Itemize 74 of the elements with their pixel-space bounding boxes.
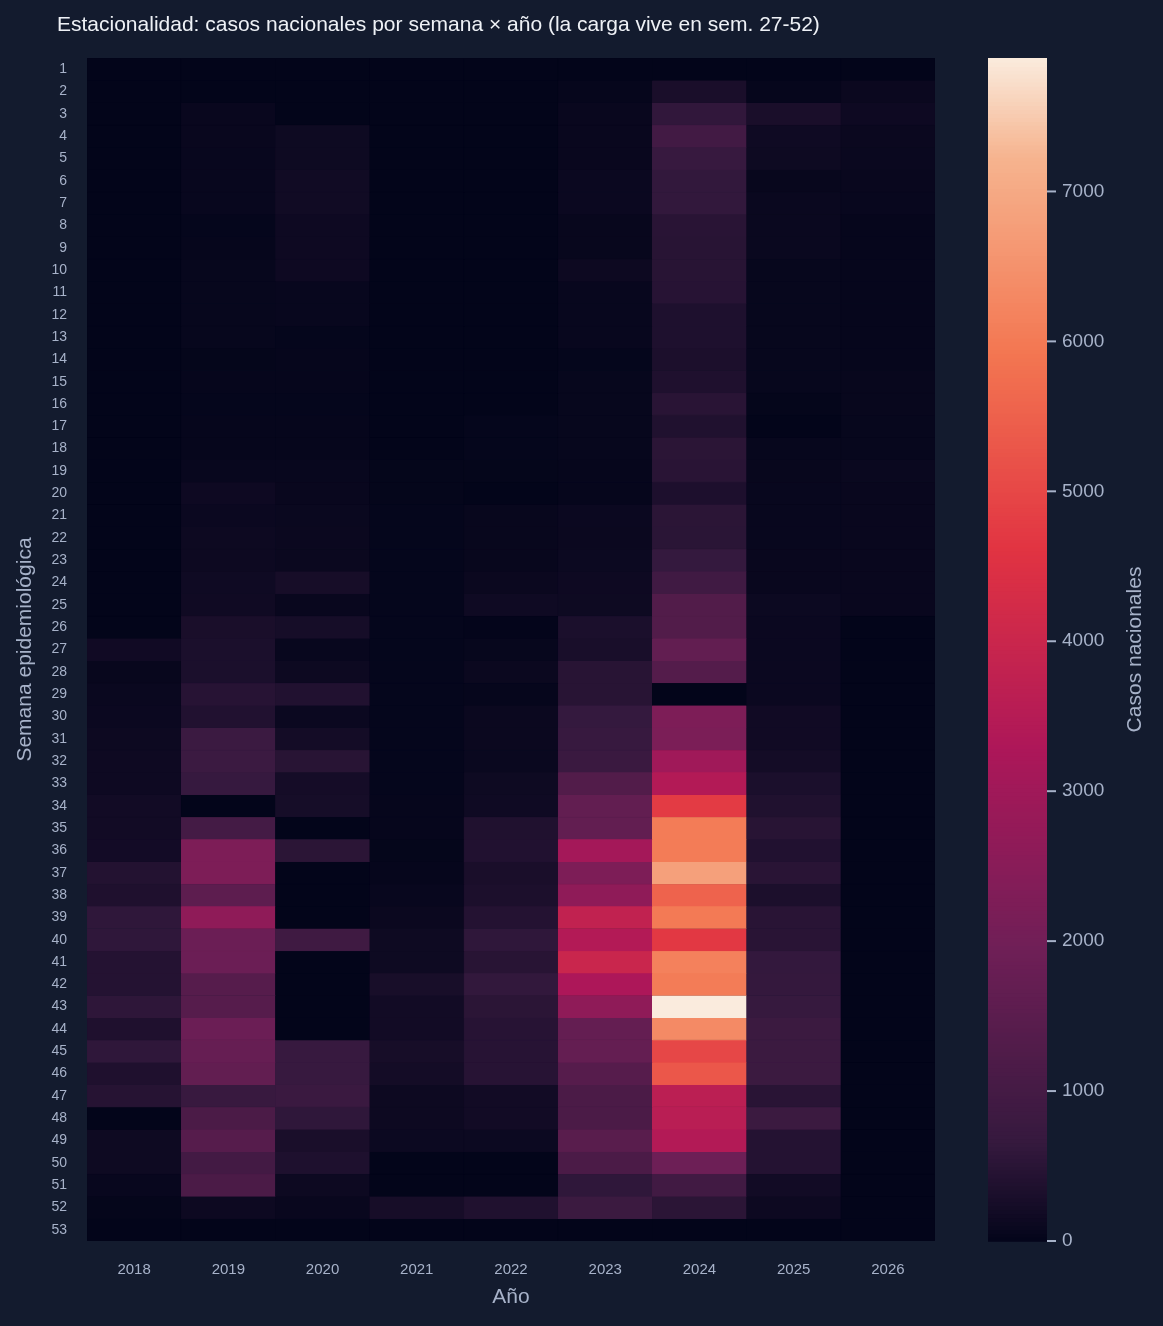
y-tick-label: 53 (51, 1220, 68, 1237)
color-bar-label: 4000 (1062, 629, 1105, 651)
color-bar-label: 1000 (1062, 1079, 1105, 1101)
y-tick-label: 10 (51, 260, 68, 277)
y-tick-label: 47 (51, 1086, 68, 1103)
y-tick-label: 26 (51, 618, 68, 635)
y-tick-label: 28 (51, 662, 68, 679)
y-tick-label: 38 (51, 885, 68, 902)
y-tick-label: 21 (51, 506, 68, 523)
y-tick-label: 23 (51, 551, 68, 568)
y-tick-label: 18 (51, 439, 68, 456)
y-tick-label: 6 (59, 171, 68, 188)
y-tick-label: 25 (51, 595, 68, 612)
color-bar-label: 5000 (1062, 479, 1105, 501)
y-tick-label: 29 (51, 685, 68, 701)
color-bar-label: 0 (1062, 1229, 1073, 1251)
y-tick-label: 8 (59, 216, 68, 233)
y-tick-label: 39 (51, 908, 68, 925)
y-tick-label: 43 (51, 997, 68, 1014)
x-tick-label: 2026 (871, 1260, 905, 1278)
y-tick-label: 50 (51, 1153, 68, 1170)
y-tick-label: 45 (51, 1042, 68, 1059)
y-tick-label: 1 (59, 60, 68, 77)
y-tick-label: 17 (51, 417, 68, 434)
y-tick-label: 30 (51, 707, 68, 724)
y-axis-title: Semana epidemiológica (12, 537, 36, 762)
y-tick-label: 34 (51, 796, 68, 813)
x-tick-label: 2023 (588, 1260, 622, 1278)
y-tick-label: 20 (51, 484, 68, 501)
y-tick-label: 9 (59, 238, 68, 255)
y-tick-label: 49 (51, 1131, 68, 1148)
color-bar-label: 3000 (1062, 779, 1105, 801)
y-tick-label: 19 (51, 461, 68, 478)
y-tick-label: 24 (51, 573, 68, 590)
y-tick-label: 33 (51, 774, 68, 791)
y-tick-label: 42 (51, 975, 68, 992)
y-tick-label: 31 (51, 729, 68, 746)
x-tick-label: 2021 (400, 1260, 434, 1278)
color-bar-label: 2000 (1062, 929, 1105, 951)
x-tick-label: 2019 (211, 1260, 246, 1278)
y-tick-label: 27 (51, 640, 68, 657)
x-tick-label: 2022 (494, 1260, 528, 1278)
y-tick-label: 7 (59, 193, 68, 210)
y-tick-label: 32 (51, 751, 68, 768)
y-tick-label: 5 (59, 149, 68, 166)
y-tick-label: 48 (51, 1109, 68, 1126)
y-tick-label: 16 (51, 394, 68, 411)
y-tick-label: 37 (51, 863, 68, 880)
x-tick-label: 2024 (682, 1260, 717, 1278)
y-tick-label: 3 (59, 104, 68, 121)
y-tick-label: 11 (52, 283, 68, 300)
y-tick-label: 22 (51, 528, 68, 545)
x-axis-title: Año (492, 1284, 530, 1308)
y-tick-label: 44 (51, 1019, 68, 1036)
color-bar-label: 6000 (1062, 329, 1105, 351)
y-tick-label: 52 (51, 1198, 68, 1215)
y-tick-label: 4 (59, 126, 68, 143)
y-tick-label: 40 (51, 930, 68, 947)
y-tick-label: 41 (51, 952, 68, 969)
x-tick-label: 2025 (776, 1260, 811, 1278)
x-tick-label: 2020 (305, 1260, 340, 1278)
y-tick-label: 46 (51, 1064, 68, 1081)
y-tick-label: 12 (51, 305, 68, 322)
color-bar-label: 7000 (1062, 179, 1105, 201)
color-bar-title: Casos nacionales (1121, 566, 1145, 733)
y-tick-label: 51 (51, 1176, 68, 1193)
y-tick-label: 2 (59, 82, 68, 99)
y-tick-label: 14 (51, 350, 68, 367)
y-tick-label: 15 (51, 372, 68, 389)
chart-title: Estacionalidad: casos nacionales por semana × año (la carga vive en sem. 27-52) (57, 11, 820, 35)
x-tick-label: 2018 (117, 1260, 151, 1278)
y-tick-label: 36 (51, 841, 68, 858)
y-tick-label: 13 (51, 327, 68, 344)
y-tick-label: 35 (51, 818, 68, 835)
